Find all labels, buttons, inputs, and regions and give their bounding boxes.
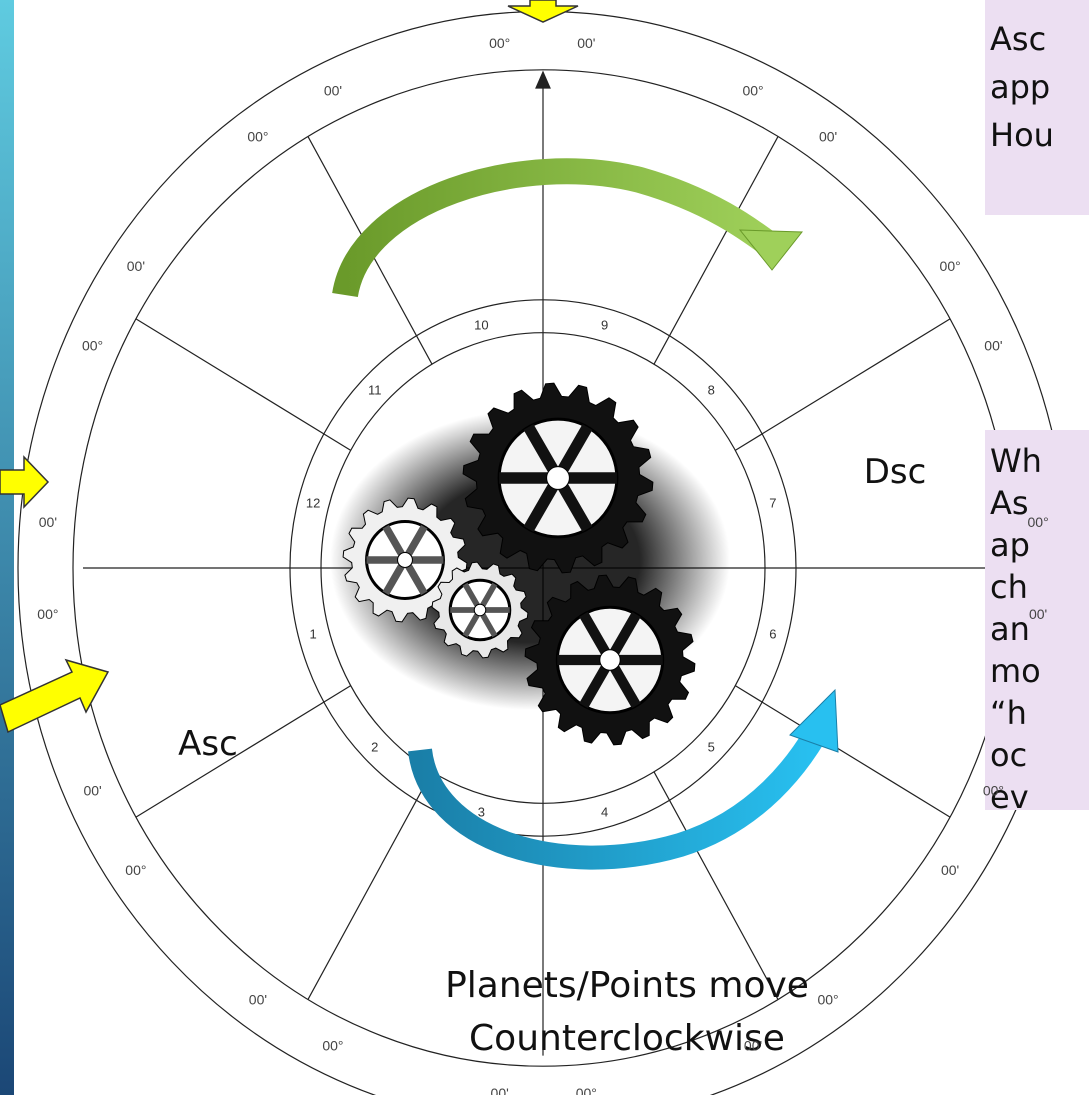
note-box	[985, 430, 1089, 810]
note-line: Asc	[990, 20, 1046, 58]
note-line: oc	[990, 736, 1027, 774]
degree-label: 00°	[576, 1085, 597, 1095]
note-line: app	[990, 68, 1050, 106]
degree-label: 00'	[39, 514, 57, 530]
cusp-line	[653, 136, 779, 365]
caption-line: Counterclockwise	[469, 1018, 785, 1059]
house-number: 3	[478, 805, 485, 820]
cusp-line	[734, 685, 951, 818]
side-bar	[0, 0, 14, 1095]
house-number: 1	[309, 626, 316, 641]
degree-label: 00°	[37, 606, 58, 622]
caption-line: Planets/Points move	[445, 965, 809, 1006]
cusp-line	[734, 318, 951, 451]
degree-label: 00'	[941, 862, 959, 878]
gear-center	[397, 552, 413, 568]
note-line: an	[990, 610, 1030, 648]
note-line: mo	[990, 652, 1041, 690]
degree-label: 00°	[125, 862, 146, 878]
yellow-arrows	[0, 0, 579, 734]
degree-label: 00'	[1029, 606, 1047, 622]
cusp-line	[307, 771, 433, 1000]
degree-label: 00°	[322, 1037, 343, 1053]
green-arrow	[332, 158, 804, 298]
gear-center	[599, 649, 621, 671]
degree-label: 00'	[324, 83, 342, 99]
cusp-line	[653, 771, 779, 1000]
house-number: 5	[708, 739, 715, 754]
house-number: 7	[769, 496, 776, 511]
blue-arrow	[408, 688, 839, 870]
cusp-line	[135, 318, 352, 451]
house-number: 6	[769, 626, 776, 641]
cusp-line	[135, 685, 352, 818]
gear-center	[473, 603, 487, 617]
house-number: 8	[708, 383, 715, 398]
asc-label: Asc	[178, 724, 238, 764]
house-number: 10	[474, 317, 488, 332]
house-number: 11	[368, 383, 382, 398]
degree-label: 00°	[983, 783, 1004, 799]
gear-center	[546, 466, 570, 490]
degree-label: 00'	[127, 258, 145, 274]
degree-label: 00°	[1028, 514, 1049, 530]
degree-label: 00°	[82, 337, 103, 353]
house-number: 9	[601, 317, 608, 332]
degree-label: 00°	[489, 35, 510, 51]
degree-label: 00'	[491, 1085, 509, 1095]
degree-label: 00°	[247, 128, 268, 144]
mc-arrow	[535, 70, 551, 89]
note-line: Wh	[990, 442, 1042, 480]
degree-label: 00'	[249, 992, 267, 1008]
gears	[330, 382, 730, 746]
note-line: ch	[990, 568, 1028, 606]
degree-label: 00'	[744, 1037, 762, 1053]
note-line: ap	[990, 526, 1030, 564]
house-number: 12	[306, 496, 320, 511]
note-line: ev	[990, 778, 1029, 816]
degree-label: 00'	[819, 128, 837, 144]
house-number: 2	[371, 739, 378, 754]
note-line: Hou	[990, 116, 1054, 154]
house-number: 4	[601, 805, 608, 820]
degree-label: 00°	[940, 258, 961, 274]
dsc-label: Dsc	[864, 452, 927, 492]
note-line: As	[990, 484, 1029, 522]
degree-label: 00'	[83, 783, 101, 799]
degree-label: 00'	[577, 35, 595, 51]
note-box	[985, 0, 1089, 215]
degree-label: 00°	[742, 83, 763, 99]
note-line: “h	[990, 694, 1027, 732]
degree-label: 00°	[817, 992, 838, 1008]
degree-label: 00'	[984, 337, 1002, 353]
